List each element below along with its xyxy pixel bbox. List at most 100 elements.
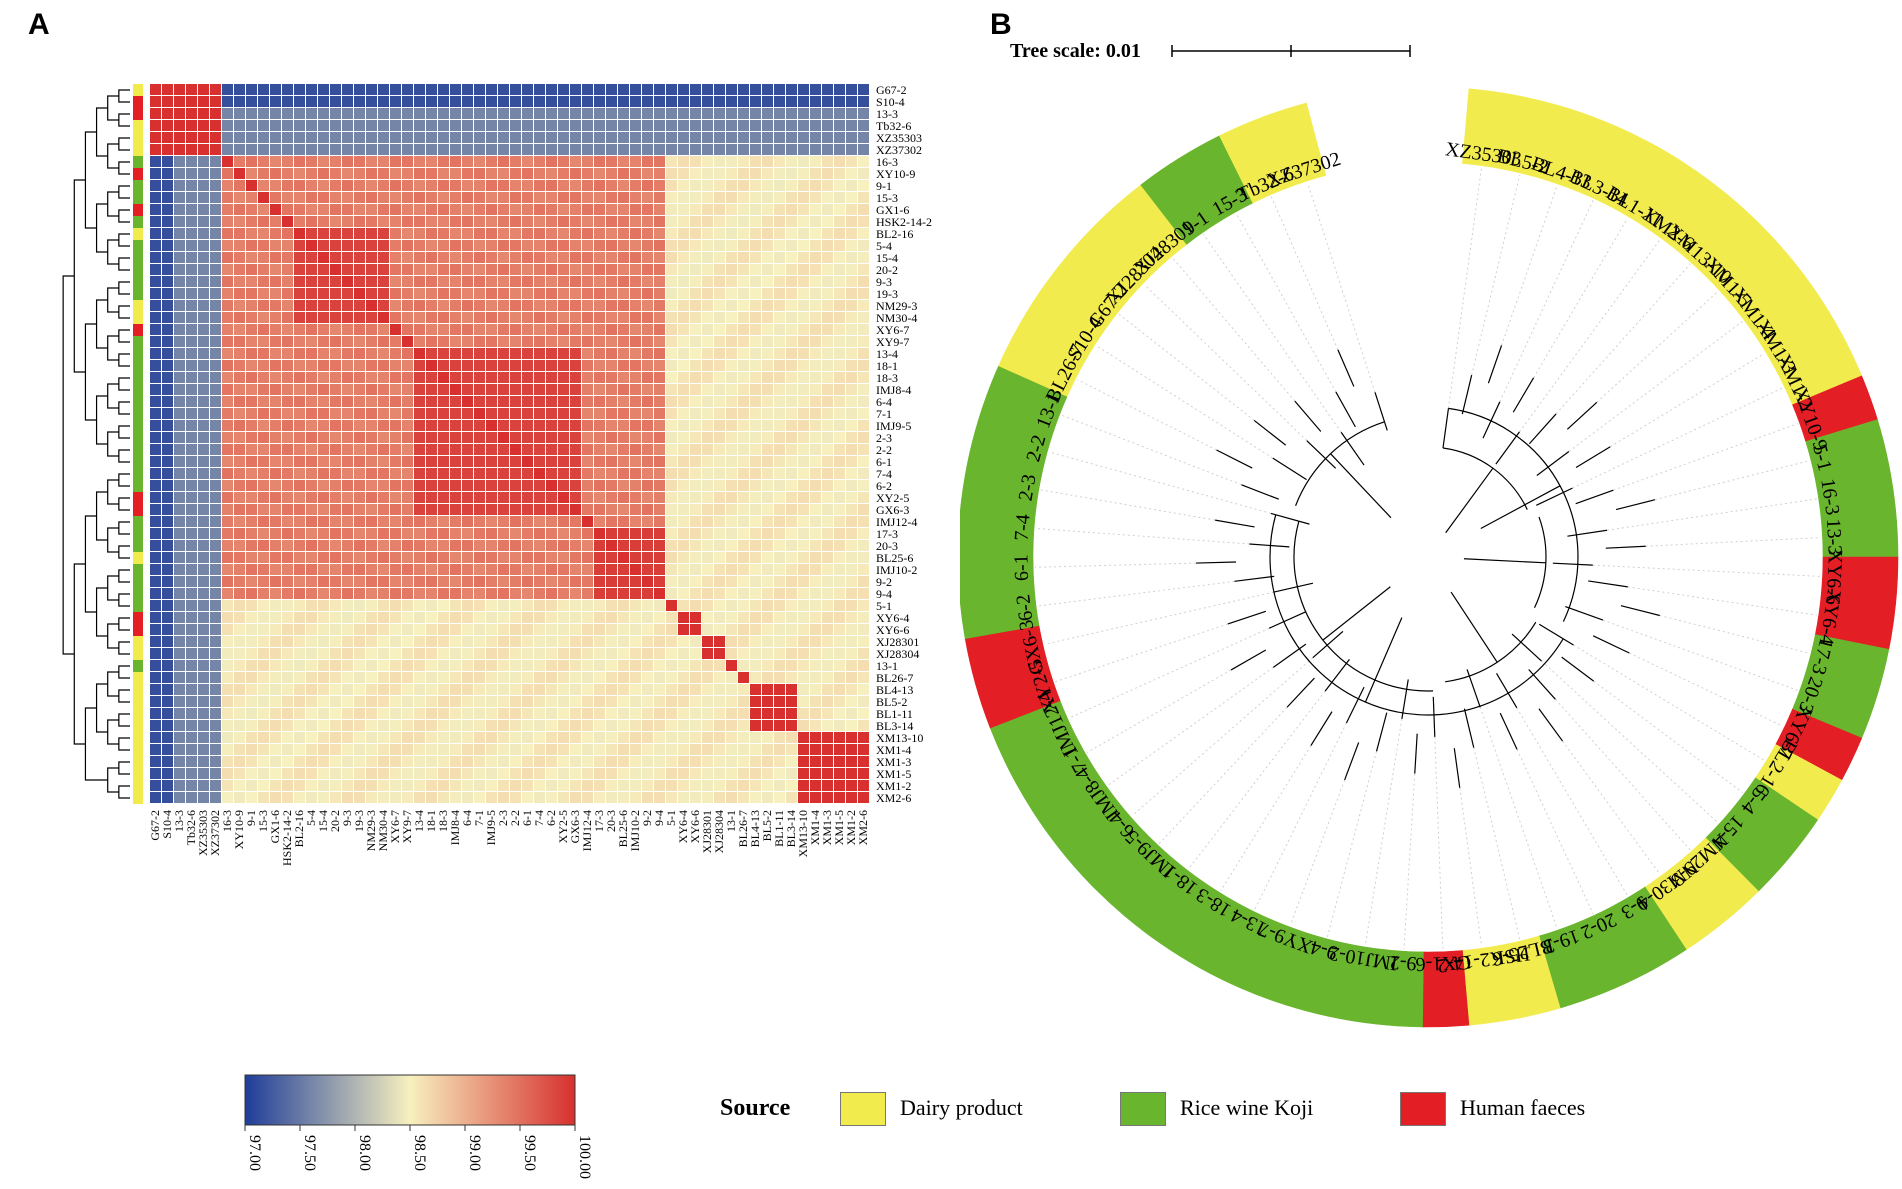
heatmap-cell	[210, 684, 221, 695]
heatmap-cell	[654, 228, 665, 239]
heatmap-cell	[438, 576, 449, 587]
heatmap-cell	[354, 84, 365, 95]
heatmap-cell	[162, 528, 173, 539]
heatmap-cell	[294, 132, 305, 143]
heatmap-cell	[354, 216, 365, 227]
heatmap-cell	[258, 708, 269, 719]
heatmap-cell	[318, 624, 329, 635]
heatmap-cell	[786, 132, 797, 143]
dendrogram-branch	[95, 587, 108, 637]
heatmap-cell	[174, 768, 185, 779]
heatmap-cell	[354, 696, 365, 707]
heatmap-cell	[414, 360, 425, 371]
heatmap-cell	[426, 300, 437, 311]
heatmap-cell	[438, 636, 449, 647]
heatmap-cell	[834, 348, 845, 359]
heatmap-cell	[486, 516, 497, 527]
heatmap-cell	[330, 444, 341, 455]
heatmap-cell	[306, 252, 317, 263]
heatmap-cell	[738, 540, 749, 551]
heatmap-cell	[222, 384, 233, 395]
heatmap-cell	[534, 504, 545, 515]
heatmap-cell	[198, 468, 209, 479]
heatmap-cell	[270, 360, 281, 371]
heatmap-cell	[558, 720, 569, 731]
heatmap-cell	[402, 408, 413, 419]
heatmap-cell	[486, 324, 497, 335]
row-source-swatch	[133, 96, 143, 108]
heatmap-cell	[522, 324, 533, 335]
heatmap-cell	[690, 324, 701, 335]
heatmap-cell	[582, 744, 593, 755]
heatmap-cell	[282, 132, 293, 143]
heatmap-cell	[546, 552, 557, 563]
heatmap-cell	[318, 636, 329, 647]
heatmap-cell	[834, 228, 845, 239]
heatmap-cell	[282, 360, 293, 371]
heatmap-cell	[402, 360, 413, 371]
heatmap-cell	[414, 204, 425, 215]
heatmap-cell	[618, 720, 629, 731]
heatmap-cell	[378, 516, 389, 527]
heatmap-cell	[798, 576, 809, 587]
heatmap-cell	[630, 132, 641, 143]
row-label: 13-1	[876, 659, 898, 673]
heatmap-cell	[366, 564, 377, 575]
heatmap-cell	[174, 564, 185, 575]
heatmap-cell	[342, 432, 353, 443]
heatmap-cell	[450, 768, 461, 779]
heatmap-cell	[318, 120, 329, 131]
heatmap-cell	[690, 660, 701, 671]
heatmap-cell	[762, 204, 773, 215]
heatmap-cell	[414, 756, 425, 767]
heatmap-cell	[402, 288, 413, 299]
heatmap-cell	[426, 612, 437, 623]
heatmap-cell	[234, 240, 245, 251]
heatmap-cell	[342, 528, 353, 539]
heatmap-cell	[798, 420, 809, 431]
heatmap-cell	[510, 84, 521, 95]
heatmap-cell	[450, 600, 461, 611]
leader-line	[1659, 615, 1810, 654]
heatmap-cell	[462, 348, 473, 359]
heatmap-cell	[198, 660, 209, 671]
heatmap-cell	[594, 108, 605, 119]
heatmap-cell	[702, 444, 713, 455]
heatmap-cell	[330, 672, 341, 683]
heatmap-cell	[354, 624, 365, 635]
heatmap-cell	[294, 732, 305, 743]
heatmap-cell	[786, 708, 797, 719]
row-label: BL3-14	[876, 719, 913, 733]
heatmap-cell	[282, 672, 293, 683]
heatmap-cell	[402, 96, 413, 107]
heatmap-cell	[834, 612, 845, 623]
heatmap-cell	[750, 360, 761, 371]
heatmap-cell	[798, 660, 809, 671]
heatmap-cell	[234, 384, 245, 395]
heatmap-cell	[834, 636, 845, 647]
heatmap-cell	[690, 456, 701, 467]
heatmap-cell	[366, 108, 377, 119]
heatmap-cell	[810, 732, 821, 743]
heatmap-cell	[810, 768, 821, 779]
heatmap-cell	[354, 744, 365, 755]
heatmap-cell	[474, 576, 485, 587]
heatmap-cell	[186, 348, 197, 359]
heatmap-cell	[498, 132, 509, 143]
heatmap-cell	[306, 612, 317, 623]
heatmap-cell	[198, 156, 209, 167]
heatmap-cell	[162, 264, 173, 275]
heatmap-cell	[330, 312, 341, 323]
heatmap-cell	[246, 420, 257, 431]
heatmap-cell	[462, 168, 473, 179]
heatmap-cell	[714, 96, 725, 107]
heatmap-cell	[846, 120, 857, 131]
heatmap-cell	[762, 576, 773, 587]
heatmap-cell	[846, 384, 857, 395]
heatmap-cell	[654, 468, 665, 479]
heatmap-cell	[702, 144, 713, 155]
heatmap-cell	[210, 456, 221, 467]
heatmap-cell	[174, 432, 185, 443]
heatmap-cell	[558, 240, 569, 251]
heatmap-cell	[546, 588, 557, 599]
